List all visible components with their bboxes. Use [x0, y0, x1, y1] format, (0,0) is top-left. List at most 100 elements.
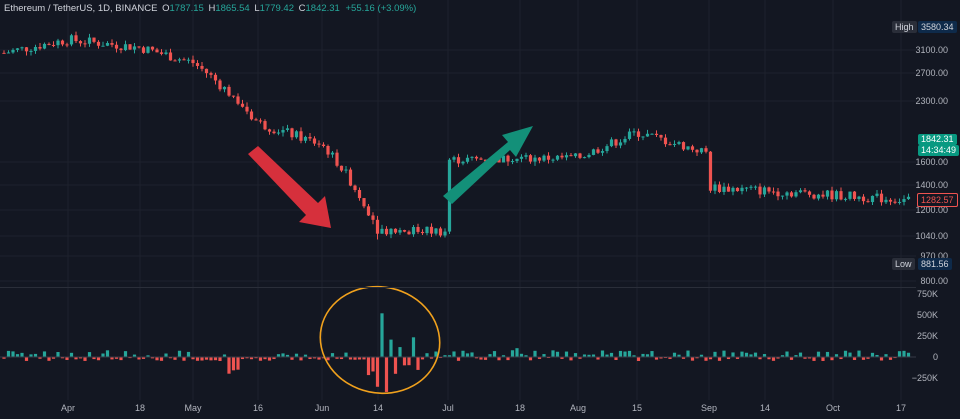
candle-body: [834, 191, 839, 200]
candle-body: [218, 80, 222, 90]
up-arrow-annotation[interactable]: [443, 126, 533, 204]
volume-bar: [128, 357, 132, 359]
pane-separator[interactable]: [0, 287, 916, 288]
volume-bar: [114, 357, 119, 359]
volume-bar: [672, 352, 677, 357]
volume-bar: [245, 357, 249, 359]
candle-body: [272, 131, 276, 134]
volume-bar: [699, 354, 704, 357]
time-tick-label: Aug: [570, 403, 586, 413]
candle-body: [308, 136, 312, 139]
volume-bar: [848, 352, 852, 357]
volume-bar: [51, 357, 56, 359]
volume-bar: [249, 357, 254, 360]
volume-bar: [803, 357, 807, 359]
volume-bar: [857, 350, 861, 357]
candle-body: [425, 226, 429, 234]
candle-body: [888, 199, 893, 202]
candle-body: [155, 49, 159, 53]
volume-bar: [452, 351, 456, 357]
down-arrow-annotation[interactable]: [248, 146, 331, 228]
volume-bar: [312, 357, 317, 359]
candle-body: [249, 111, 254, 120]
volume-bar: [326, 357, 330, 361]
candle-body: [771, 191, 776, 193]
candle-body: [375, 219, 380, 234]
volume-bar: [731, 352, 735, 357]
candle-body: [60, 40, 65, 45]
volume-bar: [438, 357, 443, 359]
volume-bar: [20, 352, 24, 357]
volume-bar: [753, 352, 758, 357]
volume-bar: [173, 357, 177, 360]
candle-body: [821, 194, 825, 197]
candle-body: [740, 187, 744, 192]
time-axis: Apr 18 May 16 Jun 14 Jul 18 Aug 15 Sep 14 Oct 17: [61, 403, 906, 413]
candle-body: [879, 193, 884, 203]
price-tick-label: 2300.00: [915, 96, 948, 106]
volume-bar: [344, 352, 348, 357]
candle-body: [605, 146, 609, 152]
volume-bar: [605, 354, 609, 357]
volume-bar: [474, 357, 479, 359]
volume-bar: [132, 354, 137, 357]
volume-bar: [222, 354, 227, 357]
volume-bar: [123, 351, 128, 357]
volume-tick-label: 0: [933, 352, 938, 362]
candle-body: [87, 37, 92, 44]
volume-bar: [168, 357, 173, 359]
volume-bar: [533, 350, 537, 357]
volume-bar: [276, 354, 281, 357]
candle-body: [173, 60, 177, 62]
volume-bar: [240, 357, 245, 360]
volume-bar: [371, 357, 375, 372]
candle-body: [632, 131, 636, 133]
volume-bar: [888, 357, 893, 360]
volume-bar: [398, 347, 402, 357]
volume-bar: [632, 355, 636, 357]
volume-bar: [101, 353, 105, 357]
volume-bar: [794, 355, 798, 357]
candle-body: [29, 50, 33, 52]
candle-body: [663, 137, 668, 145]
candle-body: [186, 59, 191, 61]
volume-bar: [470, 352, 474, 357]
volume-bar: [92, 357, 96, 360]
candle-body: [812, 194, 816, 199]
candle-body: [231, 95, 236, 97]
volume-tick-label: 750K: [917, 289, 938, 299]
candle-body: [362, 198, 366, 207]
candle-body: [767, 187, 771, 192]
price-tick-label: 1400.00: [915, 180, 948, 190]
volume-bar: [33, 353, 38, 357]
candle-body: [470, 156, 474, 158]
candle-body: [564, 155, 569, 158]
candle-body: [213, 74, 218, 81]
volume-bar: [317, 357, 321, 360]
volume-bar: [510, 350, 515, 357]
volume-bar: [641, 353, 645, 357]
volume-bar: [294, 353, 299, 357]
candle-body: [587, 154, 591, 158]
volume-bar: [497, 357, 501, 361]
candle-body: [393, 228, 398, 233]
volume-bar: [155, 357, 159, 361]
volume-bar: [357, 357, 362, 360]
volume-bar: [578, 357, 582, 359]
volume-bar: [177, 350, 182, 357]
candle-body: [789, 192, 794, 197]
volume-bar: [407, 357, 411, 366]
volume-bar: [663, 357, 668, 359]
volume-bar: [272, 357, 276, 360]
volume-bar: [780, 355, 785, 357]
candle-body: [645, 133, 650, 137]
volume-ellipse-annotation[interactable]: [310, 276, 449, 405]
volume-bar: [677, 354, 681, 357]
candle-body: [677, 142, 681, 144]
candle-body: [695, 149, 699, 153]
volume-bar: [258, 357, 263, 361]
candle-body: [681, 142, 686, 150]
candle-body: [848, 191, 852, 199]
high-marker-value: 3580.34: [918, 21, 957, 33]
